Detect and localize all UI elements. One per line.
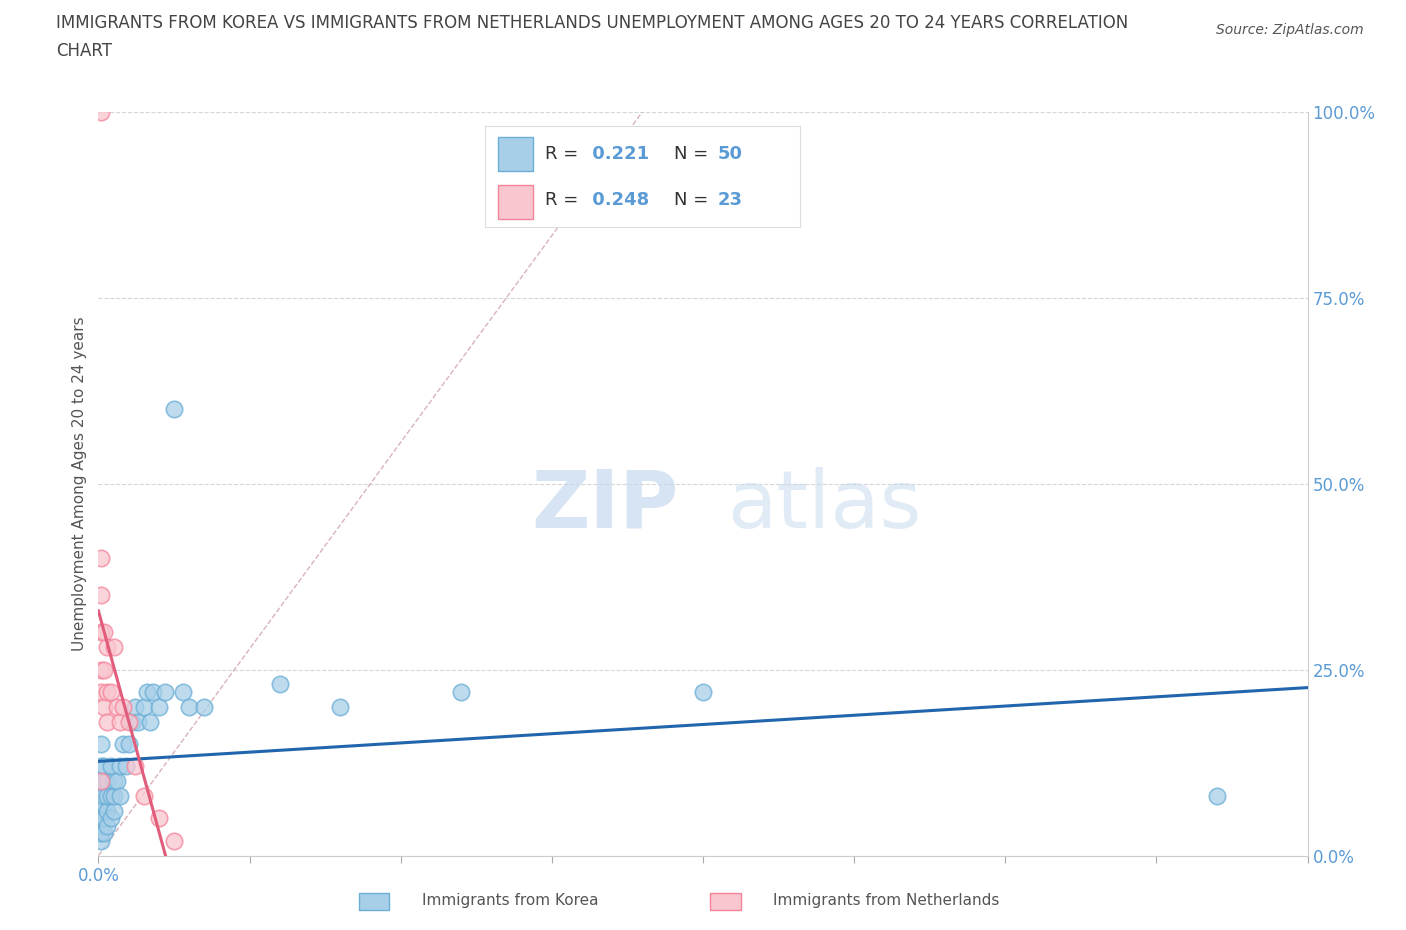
Point (100, 684, 122, 699)
Point (692, 684, 714, 699)
Point (93, 662, 115, 677)
Point (90, 625, 112, 640)
Point (132, 789, 155, 804)
Point (108, 789, 131, 804)
Point (103, 804, 125, 818)
Point (121, 714, 143, 729)
Text: atlas: atlas (727, 467, 921, 545)
Point (114, 759, 136, 774)
Point (135, 684, 157, 699)
Point (90, 737, 112, 751)
Point (163, 833, 186, 848)
Point (90, 833, 112, 848)
Point (103, 640, 125, 655)
Point (103, 789, 125, 804)
Point (90, 104, 112, 119)
Point (450, 684, 472, 699)
Point (100, 789, 122, 804)
Point (153, 684, 176, 699)
Point (93, 759, 115, 774)
Y-axis label: Unemployment Among Ages 20 to 24 years: Unemployment Among Ages 20 to 24 years (72, 316, 87, 651)
Point (103, 774, 125, 789)
Point (193, 699, 215, 714)
Point (96, 640, 118, 655)
Point (96, 714, 118, 729)
Point (90, 818, 112, 833)
Point (96, 774, 118, 789)
Point (124, 759, 146, 774)
Point (105, 774, 128, 789)
Point (90, 774, 112, 789)
Point (90, 662, 112, 677)
Point (132, 699, 155, 714)
Point (90, 774, 112, 789)
Point (100, 759, 122, 774)
Point (105, 699, 128, 714)
Point (118, 737, 141, 751)
Point (118, 714, 141, 729)
Point (90, 551, 112, 565)
Point (269, 677, 291, 692)
Point (96, 818, 118, 833)
Point (93, 625, 115, 640)
Point (329, 699, 352, 714)
Point (93, 826, 115, 841)
Point (93, 774, 115, 789)
Text: Immigrants from Korea: Immigrants from Korea (422, 893, 599, 908)
Point (100, 811, 122, 826)
Text: Source: ZipAtlas.com: Source: ZipAtlas.com (1216, 23, 1364, 37)
Point (93, 699, 115, 714)
Point (108, 714, 131, 729)
Point (127, 714, 149, 729)
Text: ZIP: ZIP (531, 467, 679, 545)
Point (148, 699, 170, 714)
Point (90, 804, 112, 818)
Point (172, 684, 194, 699)
Point (163, 402, 186, 417)
Point (124, 699, 146, 714)
Point (96, 789, 118, 804)
Point (90, 588, 112, 603)
Point (111, 737, 134, 751)
Point (90, 811, 112, 826)
Point (93, 796, 115, 811)
Text: CHART: CHART (56, 42, 112, 60)
Point (90, 789, 112, 804)
Text: IMMIGRANTS FROM KOREA VS IMMIGRANTS FROM NETHERLANDS UNEMPLOYMENT AMONG AGES 20 : IMMIGRANTS FROM KOREA VS IMMIGRANTS FROM… (56, 14, 1129, 32)
Point (96, 684, 118, 699)
Point (142, 684, 165, 699)
Point (148, 811, 170, 826)
Point (111, 699, 134, 714)
Point (93, 811, 115, 826)
Point (93, 789, 115, 804)
Point (179, 699, 201, 714)
Point (90, 796, 112, 811)
Point (90, 826, 112, 841)
Point (90, 759, 112, 774)
Point (96, 804, 118, 818)
Point (1206, 789, 1229, 804)
Point (139, 714, 162, 729)
Point (108, 759, 131, 774)
Point (90, 684, 112, 699)
Text: Immigrants from Netherlands: Immigrants from Netherlands (773, 893, 1000, 908)
